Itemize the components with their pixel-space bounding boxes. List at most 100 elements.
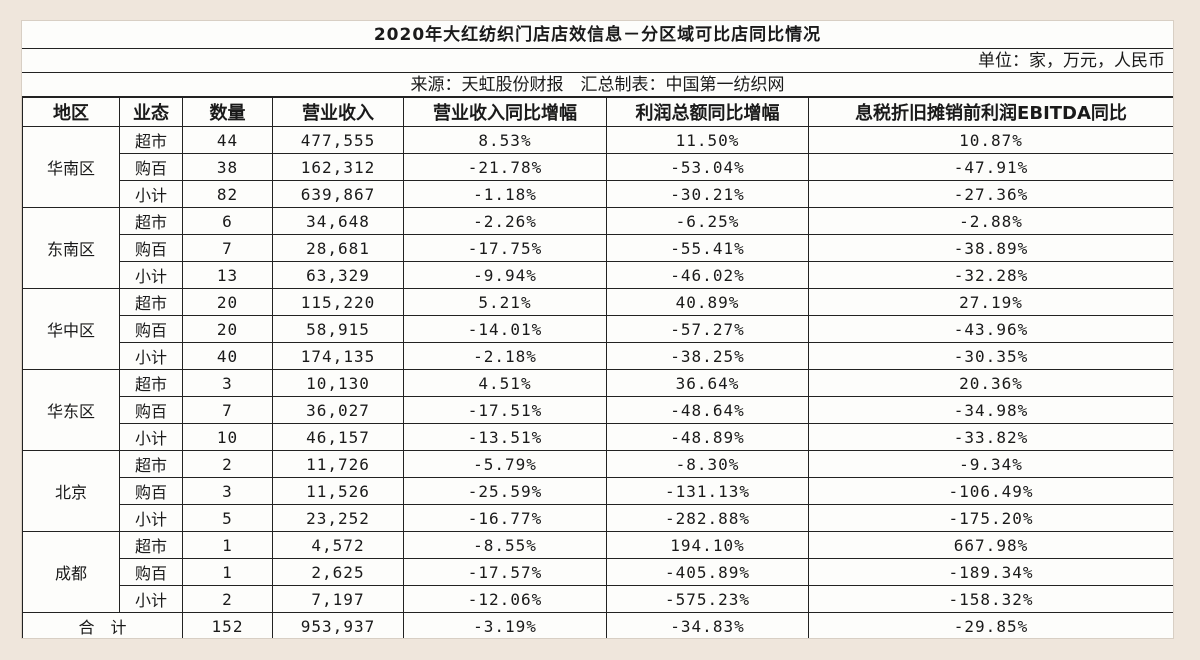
value-cell: 38 — [182, 153, 273, 181]
value-cell: 13 — [182, 261, 273, 289]
format-cell: 购百 — [119, 153, 183, 181]
format-cell: 超市 — [119, 369, 183, 397]
value-cell: -8.55% — [403, 531, 607, 559]
value-cell: -55.41% — [606, 234, 809, 262]
value-cell: 10,130 — [272, 369, 404, 397]
value-cell: -43.96% — [808, 315, 1173, 343]
table-row: 华中区 超市 20 115,220 5.21% 40.89% 27.19% — [22, 288, 1173, 370]
value-cell: -27.36% — [808, 180, 1173, 208]
value-cell: -21.78% — [403, 153, 607, 181]
value-cell: 40 — [182, 342, 273, 370]
value-cell: -8.30% — [606, 450, 809, 478]
value-cell: -57.27% — [606, 315, 809, 343]
data-table: 地区 业态 数量 营业收入 营业收入同比增幅 利润总额同比增幅 息税折旧摊销前利… — [22, 97, 1173, 638]
table-body: 华南区 超市 44 477,555 8.53% 11.50% 10.87% 购百 38 162,3… — [22, 126, 1173, 638]
value-cell: -38.25% — [606, 342, 809, 370]
table-title: 2020年大红纺织门店店效信息－分区域可比店同比情况 — [22, 21, 1173, 49]
table-row: 小计 2 7,197 -12.06% -575.23% -158.32% — [23, 585, 1173, 613]
format-cell: 购百 — [119, 396, 183, 424]
col-header: 营业收入同比增幅 — [403, 97, 607, 127]
value-cell: -282.88% — [606, 504, 809, 532]
value-cell: -158.32% — [808, 585, 1173, 613]
value-cell: 5 — [182, 504, 273, 532]
value-cell: 115,220 — [272, 288, 404, 316]
value-cell: -131.13% — [606, 477, 809, 505]
value-cell: 34,648 — [272, 207, 404, 235]
source-note: 来源：天虹股份财报 汇总制表：中国第一纺织网 — [22, 73, 1173, 97]
format-cell: 小计 — [119, 585, 183, 613]
table-row: 购百 38 162,312 -21.78% -53.04% -47.91% — [23, 153, 1173, 181]
value-cell: -32.28% — [808, 261, 1173, 289]
value-cell: 11.50% — [606, 126, 809, 154]
total-value: 152 — [182, 612, 273, 638]
value-cell: 4,572 — [272, 531, 404, 559]
region-cell: 华南区 — [22, 126, 120, 208]
value-cell: -25.59% — [403, 477, 607, 505]
value-cell: 2 — [182, 585, 273, 613]
table-row: 购百 20 58,915 -14.01% -57.27% -43.96% — [23, 315, 1173, 343]
value-cell: 27.19% — [808, 288, 1173, 316]
value-cell: 11,526 — [272, 477, 404, 505]
format-cell: 购百 — [119, 477, 183, 505]
value-cell: -17.75% — [403, 234, 607, 262]
value-cell: -34.98% — [808, 396, 1173, 424]
total-value: -3.19% — [403, 612, 607, 638]
value-cell: 10.87% — [808, 126, 1173, 154]
value-cell: -13.51% — [403, 423, 607, 451]
value-cell: 194.10% — [606, 531, 809, 559]
value-cell: -30.35% — [808, 342, 1173, 370]
format-cell: 小计 — [119, 261, 183, 289]
value-cell: -17.51% — [403, 396, 607, 424]
value-cell: -48.64% — [606, 396, 809, 424]
format-cell: 超市 — [119, 450, 183, 478]
value-cell: 63,329 — [272, 261, 404, 289]
value-cell: 40.89% — [606, 288, 809, 316]
table-row: 华东区 超市 3 10,130 4.51% 36.64% 20.36% — [22, 369, 1173, 451]
value-cell: -16.77% — [403, 504, 607, 532]
total-row: 合 计 152 953,937 -3.19% -34.83% -29.85% — [22, 612, 1173, 638]
value-cell: 28,681 — [272, 234, 404, 262]
col-header: 息税折旧摊销前利润EBITDA同比 — [808, 97, 1173, 127]
value-cell: -12.06% — [403, 585, 607, 613]
value-cell: 23,252 — [272, 504, 404, 532]
value-cell: 1 — [182, 531, 273, 559]
table-row: 小计 5 23,252 -16.77% -282.88% -175.20% — [23, 504, 1173, 532]
value-cell: 7 — [182, 234, 273, 262]
value-cell: 1 — [182, 558, 273, 586]
total-label: 合 计 — [22, 612, 183, 638]
total-value: -34.83% — [606, 612, 809, 638]
col-header: 利润总额同比增幅 — [606, 97, 809, 127]
value-cell: 667.98% — [808, 531, 1173, 559]
value-cell: -405.89% — [606, 558, 809, 586]
value-cell: 36,027 — [272, 396, 404, 424]
format-cell: 超市 — [119, 288, 183, 316]
value-cell: 2,625 — [272, 558, 404, 586]
value-cell: -9.34% — [808, 450, 1173, 478]
region-cell: 华东区 — [22, 369, 120, 451]
total-value: 953,937 — [272, 612, 404, 638]
table-row: 小计 40 174,135 -2.18% -38.25% -30.35% — [23, 342, 1173, 370]
value-cell: -46.02% — [606, 261, 809, 289]
value-cell: -175.20% — [808, 504, 1173, 532]
table-row: 购百 1 2,625 -17.57% -405.89% -189.34% — [23, 558, 1173, 586]
table-row: 华南区 超市 44 477,555 8.53% 11.50% 10.87% — [22, 126, 1173, 208]
table-row: 成都 超市 1 4,572 -8.55% 194.10% 667.98% — [22, 531, 1173, 613]
region-cell: 北京 — [22, 450, 120, 532]
format-cell: 购百 — [119, 558, 183, 586]
value-cell: 36.64% — [606, 369, 809, 397]
value-cell: -14.01% — [403, 315, 607, 343]
total-value: -29.85% — [808, 612, 1173, 638]
table-row: 购百 7 36,027 -17.51% -48.64% -34.98% — [23, 396, 1173, 424]
value-cell: 8.53% — [403, 126, 607, 154]
value-cell: 162,312 — [272, 153, 404, 181]
col-header: 地区 — [22, 97, 120, 127]
value-cell: 46,157 — [272, 423, 404, 451]
value-cell: -2.18% — [403, 342, 607, 370]
table-row: 小计 10 46,157 -13.51% -48.89% -33.82% — [23, 423, 1173, 451]
value-cell: 20 — [182, 288, 273, 316]
table-row: 北京 超市 2 11,726 -5.79% -8.30% -9.34% — [22, 450, 1173, 532]
format-cell: 小计 — [119, 504, 183, 532]
value-cell: 2 — [182, 450, 273, 478]
value-cell: 477,555 — [272, 126, 404, 154]
format-cell: 小计 — [119, 180, 183, 208]
